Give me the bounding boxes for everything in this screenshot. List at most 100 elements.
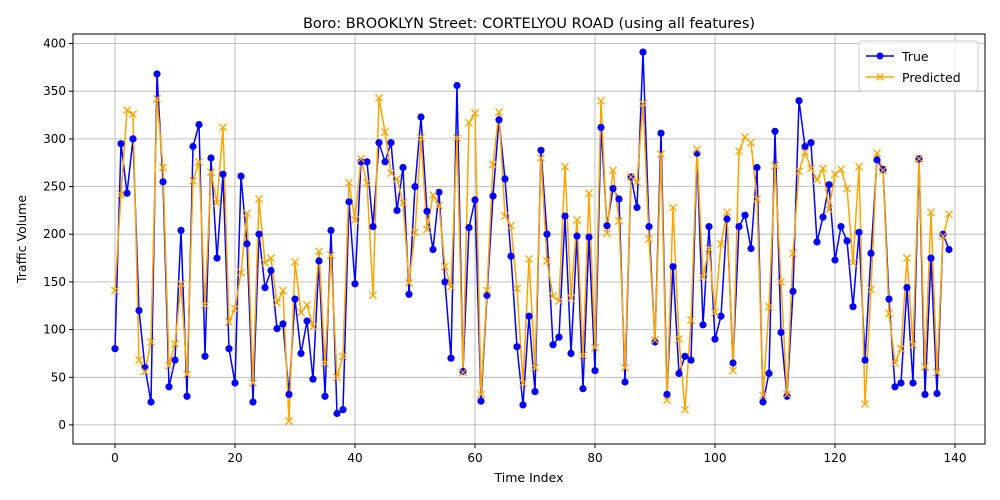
point-predicted (512, 284, 522, 293)
axis-ticks: 0 20 40 60 80 100 120 140 0 50 100 150 200 250 300 350 4… (43, 37, 966, 466)
point-true (441, 278, 449, 286)
point-predicted (752, 194, 762, 204)
point-predicted (128, 110, 138, 119)
point-predicted (380, 128, 390, 137)
point-predicted (548, 292, 558, 301)
point-predicted (746, 138, 756, 147)
point-true (939, 230, 947, 238)
point-predicted (608, 166, 618, 175)
legend-label-predicted: Predicted (902, 70, 961, 85)
point-predicted (536, 153, 546, 163)
point-predicted (176, 279, 186, 288)
point-predicted (164, 361, 174, 370)
x-tick-label: 20 (227, 451, 242, 465)
point-true (243, 240, 251, 248)
point-true (621, 378, 629, 386)
point-true (585, 233, 593, 241)
point-true (921, 390, 929, 398)
point-predicted (452, 133, 462, 142)
point-true (291, 295, 299, 303)
point-predicted (314, 247, 324, 256)
point-true (471, 196, 479, 204)
point-true (561, 212, 569, 220)
point-predicted (842, 184, 852, 193)
point-predicted (500, 212, 510, 221)
point-predicted (824, 205, 834, 214)
point-true (273, 325, 281, 333)
point-predicted (920, 362, 930, 371)
point-predicted (188, 176, 198, 185)
point-predicted (110, 286, 120, 295)
point-true (657, 129, 665, 137)
point-predicted (464, 118, 474, 127)
point-predicted (212, 198, 222, 207)
point-true (615, 195, 623, 203)
point-predicted (626, 172, 636, 182)
point-predicted (914, 154, 924, 163)
point-true (327, 226, 335, 234)
point-true (765, 369, 773, 377)
x-tick-label: 100 (704, 451, 727, 465)
point-true (549, 341, 557, 349)
point-predicted (290, 257, 300, 266)
point-true (321, 392, 329, 400)
point-true (681, 352, 689, 360)
point-true (147, 398, 155, 406)
point-true (423, 207, 431, 215)
point-true (189, 142, 197, 151)
point-predicted (368, 291, 378, 300)
point-true (675, 369, 683, 377)
point-true (135, 306, 143, 315)
chart-title: Boro: BROOKLYN Street: CORTELYOU ROAD (u… (303, 16, 755, 32)
point-true (303, 317, 311, 325)
point-true (285, 390, 293, 398)
point-true (393, 206, 401, 214)
point-predicted (554, 296, 564, 306)
point-true (789, 287, 797, 295)
point-true (705, 223, 713, 231)
point-true (825, 181, 833, 189)
y-tick-label: 400 (43, 37, 66, 51)
legend-box (858, 40, 979, 92)
point-true (279, 320, 287, 328)
point-true (669, 263, 677, 271)
point-predicted (800, 148, 810, 157)
point-predicted (596, 96, 606, 105)
point-true (801, 142, 809, 151)
point-predicted (158, 163, 168, 172)
point-predicted (572, 215, 582, 224)
point-predicted (398, 198, 408, 207)
point-predicted (392, 174, 402, 183)
point-predicted (872, 149, 882, 158)
point-true (387, 139, 395, 147)
point-predicted (350, 215, 360, 224)
point-true (183, 392, 191, 400)
legend-label-true: True (901, 49, 929, 64)
point-predicted (344, 178, 354, 187)
point-true (783, 392, 791, 400)
point-predicted (806, 164, 816, 173)
point-predicted (422, 225, 432, 234)
point-true (333, 409, 341, 418)
y-tick-label: 200 (43, 227, 66, 241)
point-predicted (860, 399, 870, 409)
point-predicted (542, 256, 552, 265)
point-true (171, 356, 179, 364)
point-predicted (614, 216, 624, 225)
y-tick-label: 150 (43, 275, 66, 289)
point-predicted (410, 228, 420, 237)
point-true (531, 388, 539, 396)
point-true (219, 170, 227, 178)
y-tick-label: 50 (51, 370, 66, 384)
point-true (723, 215, 731, 223)
point-predicted (182, 370, 192, 379)
point-predicted (830, 170, 840, 179)
point-predicted (908, 340, 918, 349)
point-predicted (758, 391, 768, 400)
point-predicted (518, 378, 528, 388)
point-predicted (146, 337, 156, 347)
point-predicted (632, 177, 642, 186)
point-predicted (938, 232, 948, 241)
point-true (777, 328, 785, 336)
point-true (231, 379, 239, 387)
